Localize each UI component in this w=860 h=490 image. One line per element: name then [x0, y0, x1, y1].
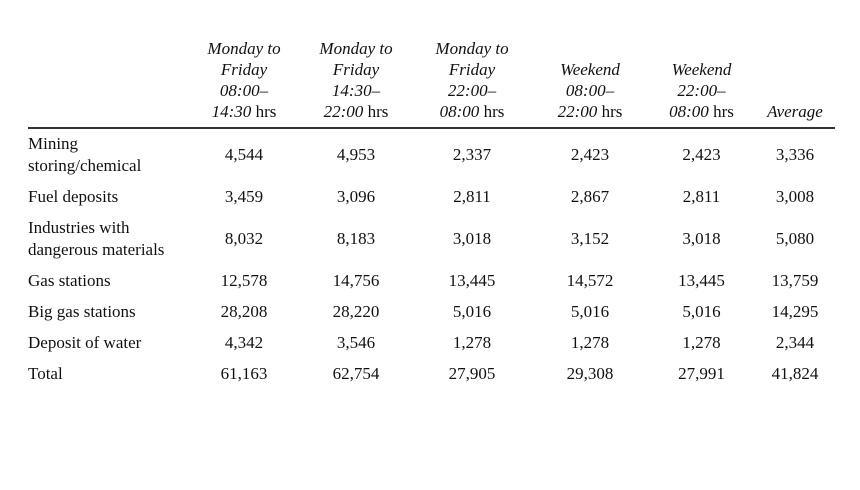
value-cell: 28,220 — [332, 302, 380, 321]
value-cell: 41,824 — [771, 364, 819, 383]
header-cell: Monday to Friday 22:00– 08:00 hrs — [412, 38, 532, 129]
header-line: 08:00– — [219, 81, 269, 100]
header-cell — [28, 38, 188, 129]
header-time: 08:00 — [669, 102, 709, 121]
value-cell: 14,295 — [771, 302, 819, 321]
table-row: Industries with dangerous materials 8,032… — [28, 213, 835, 266]
value-cell: 14,572 — [566, 271, 614, 290]
value-cell: 1,278 — [570, 333, 610, 352]
row-label: Total — [28, 364, 63, 383]
header-line: Weekend — [560, 60, 620, 79]
value-cell: 1,278 — [452, 333, 492, 352]
row-label: Industries with dangerous materials — [28, 218, 165, 259]
table-body: Mining storing/chemical 4,544 4,953 2,337 2,… — [28, 128, 835, 390]
header-line: 08:00– — [565, 81, 615, 100]
value-cell: 5,016 — [682, 302, 721, 321]
value-cell: 3,018 — [452, 229, 492, 248]
value-cell: 12,578 — [220, 271, 268, 290]
value-cell: 4,342 — [224, 333, 264, 352]
header-line: Friday — [332, 60, 380, 79]
header-time: 22:00 — [557, 102, 598, 121]
header-cell: Weekend 08:00– 22:00 hrs — [532, 38, 648, 129]
value-cell: 2,423 — [682, 145, 721, 164]
header-line: Weekend — [671, 60, 732, 79]
table-row: Total 61,163 62,754 27,905 29,308 27,991 41,82… — [28, 359, 835, 390]
header-line: 14:30– — [331, 81, 381, 100]
value-cell: 13,445 — [448, 271, 496, 290]
header-line: Monday to — [435, 39, 509, 58]
value-cell: 27,905 — [448, 364, 496, 383]
value-cell: 27,991 — [678, 364, 725, 383]
header-time: 22:00 — [323, 102, 364, 121]
header-line: Friday — [220, 60, 268, 79]
value-cell: 13,445 — [678, 271, 725, 290]
value-cell: 2,344 — [775, 333, 815, 352]
value-cell: 1,278 — [682, 333, 721, 352]
header-line: 22:00– — [447, 81, 497, 100]
value-cell: 3,546 — [336, 333, 376, 352]
row-label: Deposit of water — [28, 333, 142, 352]
value-cell: 3,152 — [570, 229, 610, 248]
row-label: Gas stations — [28, 271, 111, 290]
value-cell: 61,163 — [220, 364, 268, 383]
header-line: Monday to — [207, 39, 281, 58]
value-cell: 4,544 — [224, 145, 264, 164]
header-line: 22:00– — [677, 81, 726, 100]
value-cell: 3,008 — [775, 187, 815, 206]
value-cell: 8,032 — [224, 229, 264, 248]
header-unit: hrs — [601, 102, 623, 121]
header-line: Monday to — [319, 39, 393, 58]
row-label: Mining storing/chemical — [28, 134, 142, 175]
value-cell: 3,459 — [224, 187, 264, 206]
header-time: 14:30 — [211, 102, 252, 121]
value-cell: 2,423 — [570, 145, 610, 164]
value-cell: 2,867 — [570, 187, 610, 206]
value-cell: 8,183 — [336, 229, 376, 248]
header-unit: hrs — [367, 102, 389, 121]
value-cell: 28,208 — [220, 302, 268, 321]
header-cell: Average — [755, 38, 835, 129]
value-cell: 62,754 — [332, 364, 380, 383]
table-row: Fuel deposits 3,459 3,096 2,811 2,867 2,811 3,… — [28, 182, 835, 213]
table-row: Gas stations 12,578 14,756 13,445 14,572 13,4… — [28, 266, 835, 297]
row-label: Big gas stations — [28, 302, 136, 321]
value-cell: 3,018 — [682, 229, 721, 248]
value-cell: 2,337 — [452, 145, 492, 164]
table-row: Deposit of water 4,342 3,546 1,278 1,278 1,27… — [28, 328, 835, 359]
header-row: Monday to Friday 08:00– 14:30 hrs Monday to F… — [28, 38, 835, 129]
table-row: Mining storing/chemical 4,544 4,953 2,337 2,… — [28, 128, 835, 182]
value-cell: 5,016 — [570, 302, 610, 321]
row-label: Fuel deposits — [28, 187, 119, 206]
value-cell: 5,016 — [452, 302, 492, 321]
header-unit: hrs — [713, 102, 734, 121]
data-table: Monday to Friday 08:00– 14:30 hrs Monday to F… — [28, 38, 835, 390]
header-time: 08:00 — [439, 102, 480, 121]
value-cell: 29,308 — [566, 364, 614, 383]
header-line: Friday — [448, 60, 496, 79]
header-cell: Monday to Friday 14:30– 22:00 hrs — [300, 38, 412, 129]
value-cell: 3,096 — [336, 187, 376, 206]
value-cell: 14,756 — [332, 271, 380, 290]
value-cell: 3,336 — [775, 145, 815, 164]
header-time: Average — [767, 102, 823, 121]
value-cell: 2,811 — [682, 187, 721, 206]
header-unit: hrs — [255, 102, 277, 121]
table-row: Big gas stations 28,208 28,220 5,016 5,016 5,… — [28, 297, 835, 328]
value-cell: 5,080 — [775, 229, 815, 248]
value-cell: 4,953 — [336, 145, 376, 164]
header-unit: hrs — [483, 102, 505, 121]
value-cell: 13,759 — [771, 271, 819, 290]
header-cell: Monday to Friday 08:00– 14:30 hrs — [188, 38, 300, 129]
header-cell: Weekend 22:00– 08:00 hrs — [648, 38, 755, 129]
value-cell: 2,811 — [453, 187, 491, 206]
